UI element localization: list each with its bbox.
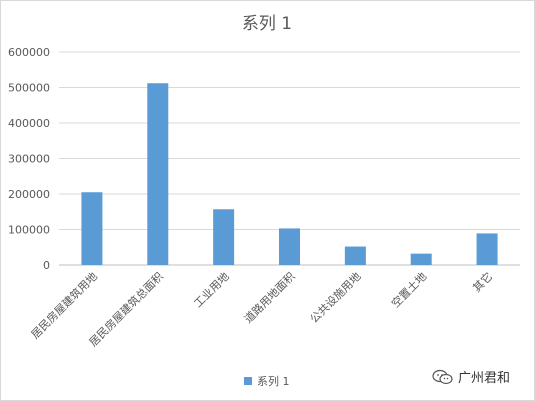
- y-axis-ticks: 0 100000 200000 300000 400000 500000 600000: [8, 46, 50, 272]
- bars: [81, 83, 497, 265]
- bar: [345, 247, 366, 265]
- y-tick-label: 600000: [8, 46, 50, 59]
- legend: 系列 1: [244, 374, 290, 388]
- wechat-icon: [432, 369, 454, 385]
- bar: [411, 254, 432, 265]
- legend-swatch: [244, 377, 252, 385]
- x-tick-label: 道路用地面积: [241, 269, 298, 326]
- bar: [81, 192, 102, 265]
- y-tick-label: 100000: [8, 224, 50, 237]
- chart-title: 系列 1: [242, 14, 292, 34]
- y-tick-label: 200000: [8, 188, 50, 201]
- bar: [279, 228, 300, 265]
- y-tick-label: 0: [43, 259, 50, 272]
- watermark-text: 广州君和: [458, 367, 510, 386]
- watermark: 广州君和: [432, 367, 510, 386]
- x-tick-label: 工业用地: [191, 270, 231, 310]
- y-tick-label: 500000: [8, 82, 50, 95]
- bar: [213, 209, 234, 265]
- y-tick-label: 400000: [8, 117, 50, 130]
- x-tick-label: 居民房屋建筑总面积: [86, 269, 166, 349]
- x-tick-label: 居民房屋建筑用地: [28, 269, 100, 341]
- x-tick-label: 空置土地: [388, 269, 429, 310]
- bar: [147, 83, 168, 265]
- x-tick-label: 其它: [470, 269, 495, 294]
- legend-label: 系列 1: [257, 374, 290, 388]
- y-tick-label: 300000: [8, 153, 50, 166]
- x-tick-label: 公共设施用地: [308, 270, 364, 326]
- bar: [477, 233, 498, 265]
